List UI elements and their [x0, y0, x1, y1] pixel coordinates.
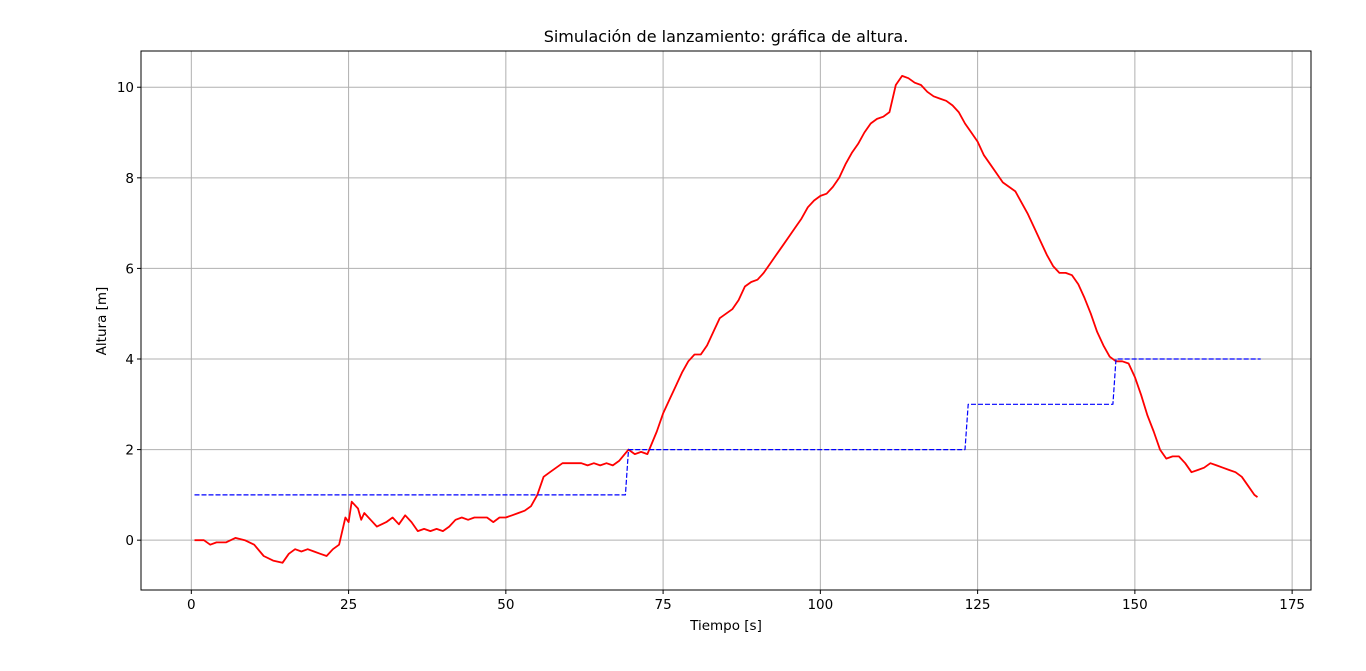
y-tick-label: 8: [125, 171, 134, 187]
x-tick-label: 150: [1122, 597, 1148, 613]
x-tick-label: 50: [497, 597, 514, 613]
series-line-setpoint: [194, 358, 1261, 496]
x-tick-label: 125: [965, 597, 991, 613]
y-tick-label: 2: [125, 443, 134, 459]
x-axis-label: Tiempo [s]: [689, 618, 762, 634]
y-axis: 0 2 4 6 8 10: [117, 80, 141, 549]
x-tick-label: 0: [187, 597, 196, 613]
series-layer: [194, 75, 1261, 564]
series-line-altura: [194, 75, 1259, 564]
grid-lines: [141, 51, 1311, 590]
axes-frame: [140, 50, 1312, 591]
y-axis-label: Altura [m]: [94, 287, 110, 356]
y-tick-label: 0: [125, 533, 134, 549]
x-axis: 0 25 50 75 100 125 150 175: [187, 590, 1305, 613]
x-tick-label: 25: [340, 597, 357, 613]
x-tick-label: 100: [807, 597, 833, 613]
y-tick-label: 10: [117, 80, 134, 96]
y-tick-label: 4: [125, 352, 134, 368]
chart-title: Simulación de lanzamiento: gráfica de al…: [544, 27, 909, 46]
y-tick-label: 6: [125, 261, 134, 277]
x-tick-label: 175: [1279, 597, 1305, 613]
x-tick-label: 75: [655, 597, 672, 613]
